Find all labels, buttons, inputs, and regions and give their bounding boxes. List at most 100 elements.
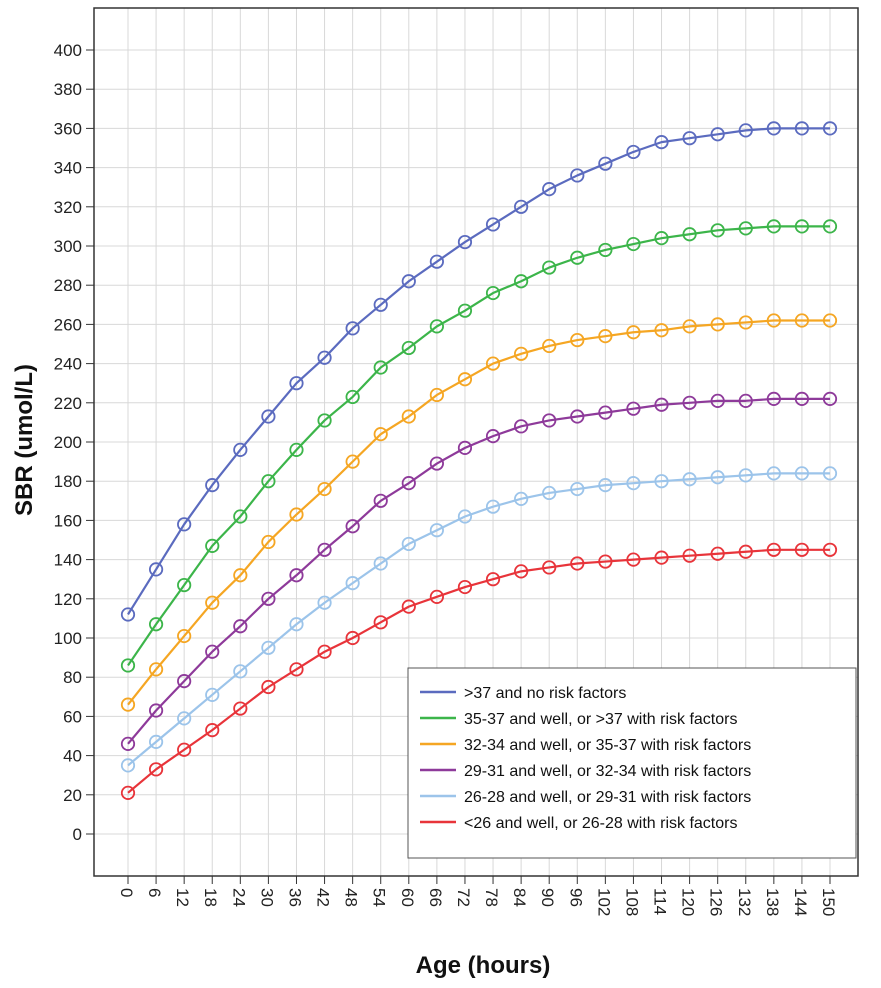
data-point <box>345 321 360 336</box>
data-point <box>457 440 473 455</box>
data-point <box>682 227 697 242</box>
data-point <box>710 127 725 142</box>
x-tick-label: 6 <box>145 888 164 897</box>
series-group <box>120 313 838 712</box>
data-point <box>710 546 725 561</box>
data-point <box>120 607 136 622</box>
data-point <box>682 131 697 146</box>
data-point <box>485 499 501 514</box>
series-layer <box>120 121 838 800</box>
data-point <box>177 577 192 593</box>
data-point <box>542 413 557 428</box>
x-tick-label: 12 <box>173 888 192 907</box>
data-point <box>401 536 416 552</box>
data-point <box>120 736 136 751</box>
data-point <box>345 630 360 646</box>
data-point <box>401 409 416 424</box>
data-point <box>457 303 473 318</box>
data-point <box>570 481 585 497</box>
legend-label: 29-31 and well, or 32-34 with risk facto… <box>464 763 751 780</box>
data-point <box>542 338 557 354</box>
data-point <box>766 219 781 234</box>
data-point <box>317 595 332 610</box>
data-point <box>120 758 136 773</box>
x-tick-label: 54 <box>370 888 389 907</box>
y-tick-label: 20 <box>63 786 82 805</box>
data-point <box>570 168 585 183</box>
x-tick-label: 90 <box>538 888 557 907</box>
data-point <box>654 474 669 489</box>
data-point <box>261 640 276 655</box>
y-axis-title: SBR (umol/L) <box>11 364 38 516</box>
data-point <box>317 413 332 428</box>
data-point <box>626 236 641 252</box>
x-tick-label: 30 <box>257 888 276 907</box>
data-point <box>598 478 613 493</box>
data-point <box>205 723 220 738</box>
data-point <box>822 313 838 328</box>
data-point <box>822 542 838 557</box>
data-point <box>822 391 838 406</box>
data-point <box>373 556 388 571</box>
y-tick-label: 320 <box>54 198 82 217</box>
data-point <box>654 550 669 565</box>
x-tick-label: 36 <box>285 888 304 907</box>
series-line <box>127 319 830 706</box>
data-point <box>205 478 220 493</box>
data-point <box>485 429 501 444</box>
data-point <box>485 572 501 587</box>
data-point <box>457 234 473 250</box>
data-point <box>654 323 669 338</box>
data-point <box>205 538 220 553</box>
legend-label: >37 and no risk factors <box>464 685 626 702</box>
data-point <box>429 319 444 334</box>
data-point <box>514 564 529 579</box>
data-point <box>373 360 388 375</box>
data-point <box>598 554 613 569</box>
data-point <box>626 476 641 491</box>
data-point <box>598 242 613 258</box>
data-point <box>654 397 669 412</box>
data-point <box>429 387 444 403</box>
data-point <box>261 679 276 695</box>
data-point <box>794 121 810 136</box>
data-point <box>289 568 304 583</box>
y-tick-label: 80 <box>63 668 82 687</box>
data-point <box>710 317 725 332</box>
y-tick-label: 240 <box>54 355 82 374</box>
data-point <box>794 466 810 481</box>
x-tick-label: 72 <box>454 888 473 907</box>
data-point <box>822 466 838 481</box>
data-point <box>738 221 753 236</box>
y-tick-label: 160 <box>54 511 82 530</box>
data-point <box>345 454 360 469</box>
data-point <box>542 260 557 275</box>
data-point <box>233 509 248 524</box>
x-tick-label: 60 <box>398 888 417 907</box>
series-line <box>127 225 830 667</box>
data-point <box>514 274 529 289</box>
x-tick-label: 78 <box>482 888 501 907</box>
data-point <box>120 658 136 673</box>
y-tick-label: 0 <box>73 825 82 844</box>
y-tick-label: 40 <box>63 747 82 766</box>
legend-label: <26 and well, or 26-28 with risk factors <box>464 815 737 832</box>
data-point <box>233 701 248 716</box>
data-point <box>514 491 529 506</box>
data-point <box>148 734 164 749</box>
data-point <box>766 542 781 557</box>
data-point <box>233 664 248 679</box>
data-point <box>177 517 192 532</box>
data-point <box>485 217 501 232</box>
x-tick-label: 102 <box>594 888 613 916</box>
data-point <box>794 219 810 234</box>
data-point <box>738 544 753 559</box>
data-point <box>289 662 304 677</box>
x-tick-label: 126 <box>707 888 726 916</box>
legend-label: 35-37 and well, or >37 with risk factors <box>464 711 737 728</box>
x-tick-label: 42 <box>314 888 333 907</box>
y-tick-label: 360 <box>54 119 82 138</box>
y-axis: 0 20 40 60 80 100 120 140 160 180 200 220 240 260 280 3… <box>54 41 94 844</box>
